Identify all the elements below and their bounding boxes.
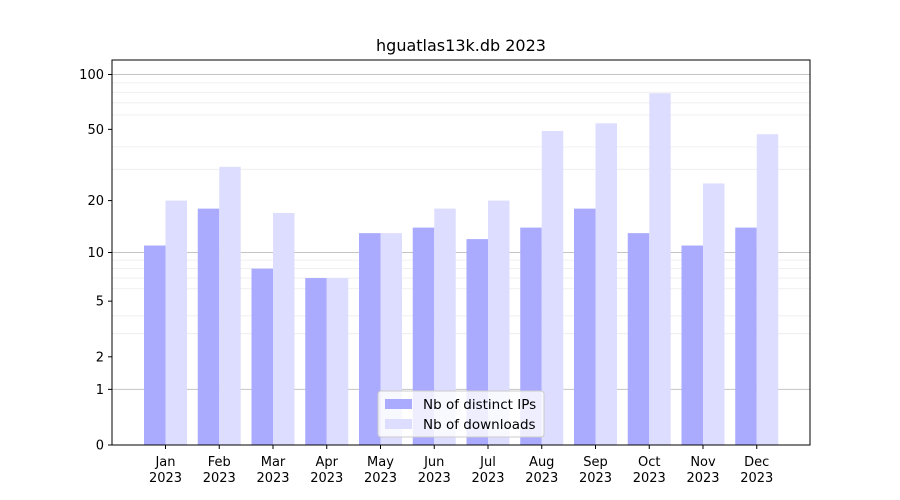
y-tick-label: 10 [87,246,104,261]
bar-downloads-jun [434,208,456,445]
y-tick-label: 2 [96,350,104,365]
bar-ips-dec [735,227,757,445]
chart-title: hguatlas13k.db 2023 [376,36,546,55]
legend-swatch [385,399,412,409]
legend-label: Nb of downloads [423,417,536,433]
y-tick-label: 5 [96,295,104,310]
x-tick-sublabel: 2023 [525,471,558,486]
bar-downloads-mar [273,212,295,445]
x-tick-label: Nov [690,455,716,470]
bar-ips-mar [251,268,273,445]
bar-ips-may [359,233,381,445]
bar-downloads-sep [595,123,617,445]
x-tick-label: Mar [261,455,286,470]
y-tick-label: 100 [79,68,104,83]
x-tick-label: Jun [423,455,444,470]
legend-label: Nb of distinct IPs [423,397,536,413]
x-tick-sublabel: 2023 [579,471,612,486]
bar-downloads-feb [219,166,241,446]
y-tick-label: 0 [96,439,104,454]
bar-ips-sep [574,208,596,445]
plot-frame [111,59,811,446]
x-tick-sublabel: 2023 [686,471,719,486]
bar-downloads-dec [756,134,779,445]
bar-ips-oct [627,233,650,445]
bar-downloads-jan [165,200,187,445]
legend-swatch [385,419,412,429]
x-tick-sublabel: 2023 [256,471,289,486]
x-tick-sublabel: 2023 [149,471,182,486]
bar-downloads-apr [326,278,349,445]
x-tick-sublabel: 2023 [418,471,451,486]
bar-ips-jan [144,245,166,445]
x-tick-sublabel: 2023 [471,471,504,486]
legend: Nb of distinct IPs Nb of downloads [377,390,545,438]
bar-ips-feb [197,208,220,445]
x-tick-label: May [367,455,394,470]
x-tick-sublabel: 2023 [310,471,343,486]
y-tick-label: 50 [87,123,104,138]
x-tick-sublabel: 2023 [364,471,397,486]
legend-frame [377,390,545,438]
axes: Jan2023Feb2023Mar2023Apr2023May2023Jun20… [79,59,811,486]
x-tick-label: Feb [208,455,231,470]
bar-downloads-nov [703,183,725,445]
bar-downloads-oct [649,93,671,446]
y-tick-label: 1 [96,383,104,398]
x-tick-label: Oct [638,455,660,470]
bar-downloads-jul [488,200,510,445]
x-tick-label: Jul [479,455,496,470]
bars [144,93,779,446]
x-tick-sublabel: 2023 [740,471,773,486]
x-tick-label: Sep [583,455,608,470]
bar-ips-nov [681,245,703,445]
x-tick-sublabel: 2023 [203,471,236,486]
x-tick-label: Jan [154,455,175,470]
x-tick-label: Apr [316,455,339,470]
x-tick-sublabel: 2023 [633,471,666,486]
y-tick-label: 20 [87,194,104,209]
bar-downloads-aug [541,130,564,445]
x-tick-label: Aug [529,455,554,470]
bar-ips-apr [305,278,327,445]
x-tick-label: Dec [744,455,769,470]
